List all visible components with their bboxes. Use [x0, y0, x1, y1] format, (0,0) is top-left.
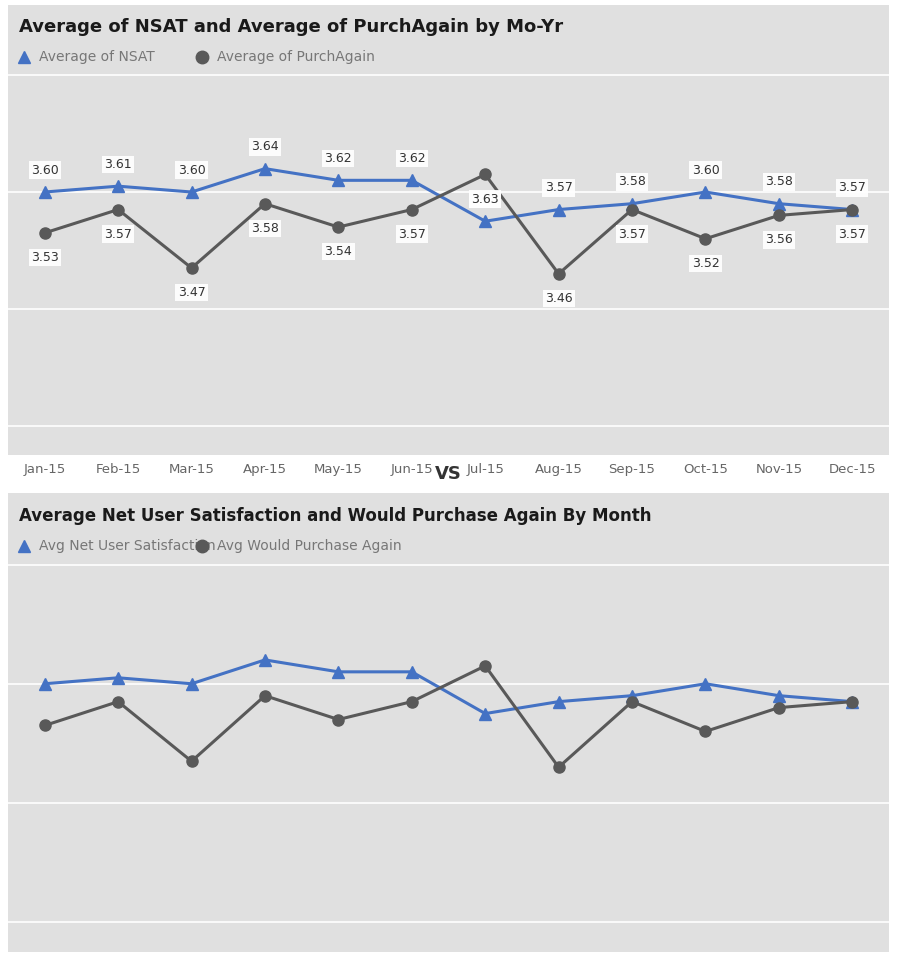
Text: 3.62: 3.62 — [398, 152, 425, 165]
Text: 3.57: 3.57 — [104, 227, 132, 241]
Text: 3.58: 3.58 — [251, 222, 279, 235]
Text: 3.60: 3.60 — [30, 163, 58, 177]
Text: 3.57: 3.57 — [618, 227, 646, 241]
Text: VS: VS — [435, 465, 462, 483]
Text: 3.63: 3.63 — [472, 193, 499, 205]
Text: 3.57: 3.57 — [839, 227, 867, 241]
Text: 3.62: 3.62 — [325, 152, 353, 165]
Text: Average of PurchAgain: Average of PurchAgain — [217, 50, 375, 64]
Text: Avg Net User Satisfaction: Avg Net User Satisfaction — [39, 539, 215, 553]
Text: 3.54: 3.54 — [325, 245, 353, 258]
Text: 3.47: 3.47 — [178, 286, 205, 299]
Text: 3.53: 3.53 — [30, 251, 58, 264]
Text: Avg Would Purchase Again: Avg Would Purchase Again — [217, 539, 402, 553]
Text: Average of NSAT: Average of NSAT — [39, 50, 154, 64]
Text: 3.64: 3.64 — [251, 140, 279, 154]
Text: 3.55: 3.55 — [471, 193, 499, 206]
Text: 3.61: 3.61 — [104, 158, 132, 171]
Text: 3.58: 3.58 — [618, 176, 646, 188]
Text: 3.60: 3.60 — [178, 163, 205, 177]
Text: 3.46: 3.46 — [544, 292, 572, 305]
Text: 3.58: 3.58 — [765, 176, 793, 188]
Text: 3.57: 3.57 — [544, 181, 572, 194]
Text: 3.52: 3.52 — [692, 257, 719, 270]
Text: 3.57: 3.57 — [398, 227, 426, 241]
Text: Average Net User Satisfaction and Would Purchase Again By Month: Average Net User Satisfaction and Would … — [19, 507, 651, 524]
Text: 3.57: 3.57 — [839, 181, 867, 194]
Text: 3.56: 3.56 — [765, 233, 793, 246]
Text: Average of NSAT and Average of PurchAgain by Mo-Yr: Average of NSAT and Average of PurchAgai… — [19, 18, 562, 36]
Text: 3.60: 3.60 — [692, 163, 719, 177]
